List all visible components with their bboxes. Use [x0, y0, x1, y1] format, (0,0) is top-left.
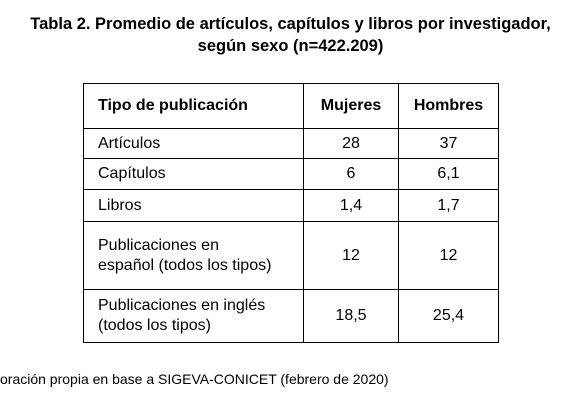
- header-row: Tipo de publicación Mujeres Hombres: [83, 83, 499, 129]
- table: Tipo de publicación Mujeres Hombres Artí…: [83, 83, 499, 343]
- cell-text: Capítulos: [98, 165, 166, 182]
- row: Capítulos 6 6,1: [83, 158, 499, 190]
- cell: 1,4: [303, 189, 399, 222]
- header-cell: Tipo de publicación: [83, 83, 304, 129]
- cell: Capítulos: [83, 158, 304, 190]
- header-cell: Mujeres: [303, 83, 399, 129]
- cell-text: Libros: [98, 196, 142, 214]
- cell: 37: [398, 128, 499, 159]
- cell: Publicaciones en español (todos los tipo…: [83, 221, 304, 290]
- cell: Artículos: [83, 128, 304, 159]
- cell-text: Publicaciones en español (todos los tipo…: [98, 236, 272, 274]
- cell: 12: [303, 221, 399, 290]
- cell-text: Publicaciones en inglés (todos los tipos…: [98, 297, 266, 334]
- cell: 12: [398, 221, 499, 290]
- cell: 6: [303, 158, 399, 190]
- source-note: oración propia en base a SIGEVA-CONICET …: [0, 371, 389, 387]
- cell: 1,7: [398, 189, 499, 222]
- header-cell: Hombres: [398, 83, 499, 129]
- row: Publicaciones en español (todos los tipo…: [83, 221, 499, 290]
- row: Artículos 28 37: [83, 128, 499, 159]
- title-line: Tabla 2. Promedio de artículos, capítulo…: [30, 15, 551, 33]
- cell: Publicaciones en inglés (todos los tipos…: [83, 289, 304, 343]
- cell: Libros: [83, 189, 304, 222]
- cell: 25,4: [398, 289, 499, 343]
- cell: 18,5: [303, 289, 399, 343]
- row: Libros 1,4 1,7: [83, 189, 499, 222]
- row: Publicaciones en inglés (todos los tipos…: [83, 289, 499, 343]
- cell-text: Artículos: [98, 134, 161, 152]
- cell: 6,1: [398, 158, 499, 190]
- cell: 28: [303, 128, 399, 159]
- title-line: según sexo (n=422.209): [197, 37, 384, 55]
